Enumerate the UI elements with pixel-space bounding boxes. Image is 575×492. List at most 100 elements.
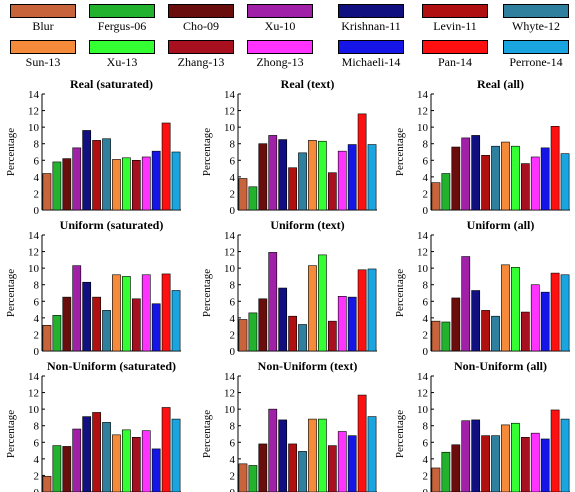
bar: [288, 167, 297, 211]
legend-swatch: [89, 40, 155, 54]
bar: [161, 407, 171, 492]
bar: [171, 151, 181, 211]
bar: [367, 416, 377, 492]
legend-swatch: [247, 40, 313, 54]
y-tick-label: 6: [423, 437, 429, 449]
legend-label: Whyte-12: [512, 19, 560, 33]
bar: [298, 451, 307, 492]
legend-label: Zhong-13: [256, 55, 304, 69]
bar: [288, 315, 297, 352]
y-tick-label: 10: [417, 263, 429, 275]
bar: [471, 419, 481, 492]
bar: [511, 422, 520, 492]
bar: [278, 139, 288, 211]
legend-swatch: [247, 4, 313, 18]
bar: [347, 144, 357, 211]
y-tick-label: 2: [423, 329, 429, 341]
bar: [238, 463, 248, 492]
bar: [520, 163, 530, 211]
y-tick-label: 8: [34, 280, 40, 292]
bar: [141, 430, 151, 492]
bar: [481, 310, 490, 352]
y-tick-label: 14: [417, 230, 429, 242]
y-tick-label: 4: [230, 172, 236, 184]
bar: [171, 290, 181, 352]
legend: Blur Fergus-06 Cho-09 Xu-10 Krishnan-11 …: [0, 0, 575, 69]
y-tick-label: 0: [423, 205, 429, 217]
legend-item-fergus-06: Fergus-06: [81, 4, 163, 34]
panel-title: Real (saturated): [70, 77, 153, 91]
y-tick-label: 10: [28, 263, 40, 275]
y-axis-label: Percentage: [5, 128, 17, 176]
bar: [308, 140, 317, 211]
y-axis-label: Percentage: [201, 269, 213, 317]
panel-8: Non-Uniform (text) Percentage 0 2 4 6 8 10 12 14: [201, 359, 377, 492]
y-tick-label: 12: [224, 388, 235, 400]
y-tick-label: 4: [423, 313, 429, 325]
panel-1: Real (saturated) Percentage 0 2 4 6 8 10 12 14: [5, 77, 181, 217]
bar: [82, 281, 92, 352]
bar: [540, 147, 550, 211]
bar: [298, 152, 307, 211]
legend-item-xu-10: Xu-10: [239, 4, 321, 34]
bar: [102, 310, 111, 352]
y-tick-label: 10: [224, 122, 236, 134]
bar: [151, 448, 161, 492]
bar: [337, 431, 347, 492]
y-axis-label: Percentage: [5, 269, 17, 317]
bar: [530, 156, 540, 211]
legend-item-cho-09: Cho-09: [160, 4, 242, 34]
y-tick-label: 8: [34, 139, 40, 151]
bar: [248, 465, 258, 492]
bar: [367, 268, 377, 352]
legend-swatch: [168, 40, 234, 54]
bar: [540, 291, 550, 352]
panel-2: Real (text) Percentage 0 2 4 6 8 10 12 14: [201, 77, 377, 217]
bar: [102, 138, 111, 211]
bar: [367, 144, 377, 211]
bar: [431, 182, 441, 211]
y-tick-label: 10: [28, 122, 40, 134]
bar: [92, 140, 101, 211]
panel-7: Non-Uniform (saturated) Percentage 0 2 4 6 8 10…: [5, 359, 181, 492]
y-axis-label: Percentage: [201, 410, 213, 458]
bar: [511, 145, 520, 211]
y-axis-label: Percentage: [394, 269, 406, 317]
legend-swatch: [338, 40, 404, 54]
bar: [560, 274, 570, 352]
legend-label: Xu-13: [106, 55, 138, 69]
panel-title: Uniform (saturated): [60, 218, 164, 232]
bar: [540, 438, 550, 492]
y-axis-label: Percentage: [394, 410, 406, 458]
bar: [431, 320, 441, 352]
y-tick-label: 0: [423, 346, 429, 358]
panel-3: Real (all) Percentage 0 2 4 6 8 10 12 14: [394, 77, 570, 217]
bar: [52, 445, 62, 492]
bar: [451, 297, 461, 352]
legend-swatch: [338, 4, 404, 18]
bar: [461, 256, 471, 352]
bar: [357, 394, 367, 492]
bar: [441, 173, 451, 211]
y-tick-label: 12: [224, 247, 235, 259]
bar: [357, 113, 367, 211]
y-tick-label: 8: [230, 280, 236, 292]
legend-item-krishnan-11: Krishnan-11: [330, 4, 412, 34]
y-tick-label: 14: [28, 371, 40, 383]
y-tick-label: 8: [230, 139, 236, 151]
bar: [481, 435, 490, 492]
y-tick-label: 6: [423, 296, 429, 308]
bar: [337, 150, 347, 211]
legend-item-zhang-13: Zhang-13: [160, 40, 242, 70]
y-tick-label: 12: [28, 106, 39, 118]
legend-swatch: [422, 4, 488, 18]
y-tick-label: 6: [230, 296, 236, 308]
bar: [268, 135, 278, 211]
bar: [491, 315, 500, 352]
bar: [520, 311, 530, 352]
bar: [131, 159, 141, 211]
y-tick-label: 4: [34, 172, 40, 184]
y-tick-label: 4: [230, 454, 236, 466]
legend-swatch: [503, 4, 569, 18]
